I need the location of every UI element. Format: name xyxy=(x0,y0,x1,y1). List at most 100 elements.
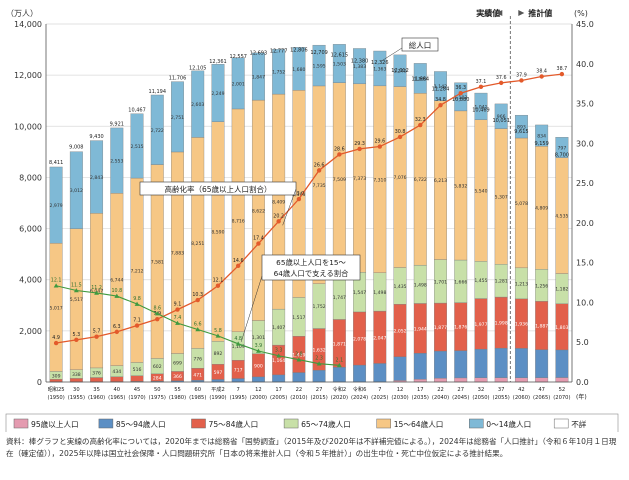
segment-value-label: 1,407 xyxy=(272,325,285,331)
x-year-label: 27 xyxy=(316,387,323,393)
aging-rate-point xyxy=(377,144,383,149)
left-tick-label: 6,000 xyxy=(19,225,42,234)
segment-value-label: 1,666 xyxy=(454,279,467,285)
legend-label: 95歳以上人口 xyxy=(31,419,79,429)
aging-rate-label: 37.6 xyxy=(496,75,507,81)
segment-value-label: 4,809 xyxy=(535,206,548,212)
aging-rate-point xyxy=(175,307,180,312)
support-ratio-point xyxy=(235,341,241,346)
support-callout-leader xyxy=(240,275,263,342)
segment-value-label: 8,622 xyxy=(252,208,265,214)
support-callout: 65歳以上人口を15～ 64歳人口で支える割合 xyxy=(240,254,361,342)
segment-value-label: 966 xyxy=(497,114,506,120)
segment-value-label: 284 xyxy=(153,375,162,381)
actual-arrow xyxy=(496,10,503,16)
bar-segment xyxy=(49,379,63,382)
segment-value-label: 2,047 xyxy=(373,335,386,341)
segment-value-label: 1,998 xyxy=(495,321,508,327)
bar-segment xyxy=(272,374,286,383)
support-ratio-point xyxy=(175,320,180,325)
legend-label: 75～84歳人口 xyxy=(209,419,259,429)
support-ratio-label: 2.8 xyxy=(295,352,303,358)
bar-segment xyxy=(514,348,528,378)
x-year-label: 平成2 xyxy=(211,385,225,393)
segment-value-label: 1,169 xyxy=(414,76,427,82)
segment-value-label: 1,752 xyxy=(272,70,285,76)
bar-segment xyxy=(474,377,488,383)
bar-segment xyxy=(312,370,326,383)
segment-value-label: 1,803 xyxy=(555,325,568,331)
legend-box xyxy=(5,413,619,432)
aging-rate-label: 30.8 xyxy=(395,129,406,135)
aging-rate-label: 34.8 xyxy=(435,97,446,103)
x-year-label: 17 xyxy=(275,387,282,393)
support-ratio-point xyxy=(73,288,79,293)
left-tick-label: 0 xyxy=(37,378,42,387)
left-tick-label: 4,000 xyxy=(19,276,42,285)
segment-value-label: 7,581 xyxy=(151,260,164,266)
segment-value-label: 1,182 xyxy=(555,287,568,293)
stacked-bars: 309 5,017 2,979 8,411 338 5,517 3,012 9,008 376 6… xyxy=(49,44,569,383)
segment-value-label: 1,240 xyxy=(393,69,406,75)
segment-value-label: 1,419 xyxy=(292,352,305,358)
right-axis-unit: (%) xyxy=(574,9,588,18)
x-year-label: 42 xyxy=(518,387,525,393)
x-year-label: 令和6 xyxy=(353,385,367,393)
segment-value-label: 2,515 xyxy=(130,144,143,150)
bar-segment xyxy=(150,94,164,165)
bar-segment xyxy=(454,377,468,383)
x-ad-label: (2015) xyxy=(310,395,327,401)
segment-value-label: 2,751 xyxy=(171,115,184,121)
aging-rate-point xyxy=(195,297,200,303)
total-value-label: 10,051 xyxy=(492,118,510,124)
segment-value-label: 2,553 xyxy=(110,159,123,165)
x-ad-label: (2050) xyxy=(472,395,489,401)
x-ad-label: (1960) xyxy=(88,395,105,401)
support-callout-text-1: 65歳以上人口を15～ xyxy=(276,258,346,267)
support-ratio-point xyxy=(195,327,201,332)
support-callout-text-2: 64歳人口で支える割合 xyxy=(274,269,349,278)
support-ratio-label: 4.8 xyxy=(234,336,242,342)
total-value-label: 10,469 xyxy=(472,107,490,113)
legend-swatch xyxy=(98,418,114,429)
bar-segment xyxy=(90,377,104,382)
x-year-label: 令和2 xyxy=(333,385,347,393)
aging-rate-label: 9.1 xyxy=(174,302,182,308)
support-ratio-label: 2.3 xyxy=(315,356,323,362)
source-note: 資料：棒グラフと実線の高齢化率については，2020年までは総務省「国勢調査」（2… xyxy=(6,436,618,460)
total-value-label: 10,467 xyxy=(128,107,146,113)
x-ad-label: (2065) xyxy=(533,395,550,401)
total-value-label: 12,709 xyxy=(310,50,328,56)
bar-segment xyxy=(413,63,427,94)
segment-value-label: 7,076 xyxy=(393,175,406,181)
support-ratio-label: 3.3 xyxy=(275,348,283,354)
segment-value-label: 8,409 xyxy=(272,200,285,206)
aging-rate-point xyxy=(155,316,160,322)
aging-rate-point xyxy=(276,219,281,224)
x-year-label: 7 xyxy=(378,387,381,393)
total-value-label: 12,806 xyxy=(290,48,308,54)
aging-rate-point xyxy=(519,78,524,83)
total-value-label: 9,430 xyxy=(89,134,103,140)
right-tick-label: 35.0 xyxy=(576,100,594,109)
segment-value-label: 900 xyxy=(254,363,263,369)
support-ratio-point xyxy=(276,353,282,358)
aging-callout: 高齢化率（65歳以上人口割合） xyxy=(139,181,297,226)
segment-value-label: 1,142 xyxy=(434,84,447,90)
divider: 実績値 推計値 xyxy=(476,8,552,382)
aging-rate-point xyxy=(114,329,120,335)
support-ratio-label: 11.2 xyxy=(91,285,102,291)
total-value-label: 12,557 xyxy=(229,54,247,60)
segment-value-label: 1,103 xyxy=(454,95,467,101)
segment-value-label: 1,547 xyxy=(353,290,366,296)
right-tick-label: 30.0 xyxy=(576,139,594,148)
bar-segment xyxy=(130,375,144,382)
bar-segment xyxy=(474,92,488,120)
segment-value-label: 1,887 xyxy=(535,323,548,329)
aging-rate-label: 37.9 xyxy=(516,72,527,78)
x-ad-label: (1975) xyxy=(149,395,166,401)
x-year-label: 昭和25 xyxy=(48,385,65,393)
bar-segment xyxy=(110,376,124,382)
bar-segment xyxy=(110,127,124,194)
segment-value-label: 1,383 xyxy=(353,64,366,70)
